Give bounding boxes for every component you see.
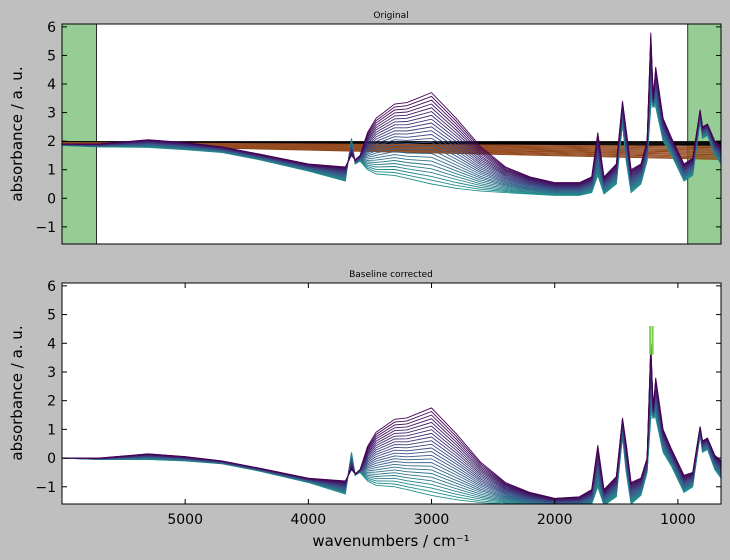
corrected-frame [61, 282, 722, 505]
x-axis-label: wavenumbers / cm⁻¹ [312, 532, 469, 550]
original-y-ticks: −1 0 1 2 3 4 5 6 [35, 20, 721, 236]
corrected-ylabel: absorbance / a. u. [8, 325, 26, 460]
excluded-region-0 [61, 23, 97, 245]
corrected-panel: −1 0 1 2 3 4 5 6 5000 4000 3000 2000 1000 Baseline … [8, 270, 722, 550]
corrected-y-ticks: −1 0 1 2 3 4 5 6 [35, 279, 721, 496]
x-tick-label: 5000 [167, 512, 203, 528]
corrected-plot-area [62, 283, 721, 504]
y-tick-label: 2 [47, 394, 56, 410]
y-tick-label: 5 [47, 308, 56, 324]
corrected-x-ticks: 5000 4000 3000 2000 1000 [167, 283, 696, 528]
y-tick-label: 0 [47, 451, 56, 467]
y-tick-label: 6 [47, 279, 56, 295]
corrected-title: Baseline corrected [349, 270, 433, 280]
y-tick-label: 6 [47, 20, 56, 36]
x-tick-label: 3000 [414, 512, 450, 528]
original-ylabel: absorbance / a. u. [8, 66, 26, 201]
y-tick-label: 4 [47, 336, 56, 352]
x-tick-label: 4000 [291, 512, 327, 528]
excluded-regions [61, 23, 722, 245]
spectrum-line [62, 343, 721, 499]
y-tick-label: 2 [47, 134, 56, 150]
original-frame [61, 23, 722, 245]
original-plot-area [62, 24, 721, 244]
original-title: Original [373, 11, 408, 21]
y-tick-label: 1 [47, 163, 56, 179]
spectrum-line [62, 32, 721, 184]
original-panel: −1 0 1 2 3 4 5 6 Original absorbance / a. u. [8, 11, 722, 245]
y-tick-label: 3 [47, 365, 56, 381]
corrected-spectra [62, 326, 721, 504]
y-tick-label: 0 [47, 191, 56, 207]
x-tick-label: 2000 [537, 512, 573, 528]
y-tick-label: −1 [35, 480, 56, 496]
y-tick-label: 1 [47, 422, 56, 438]
x-tick-label: 1000 [660, 512, 696, 528]
y-tick-label: 5 [47, 48, 56, 64]
y-tick-label: −1 [35, 220, 56, 236]
original-spectra [62, 32, 721, 196]
y-tick-label: 3 [47, 106, 56, 122]
y-tick-label: 4 [47, 77, 56, 93]
